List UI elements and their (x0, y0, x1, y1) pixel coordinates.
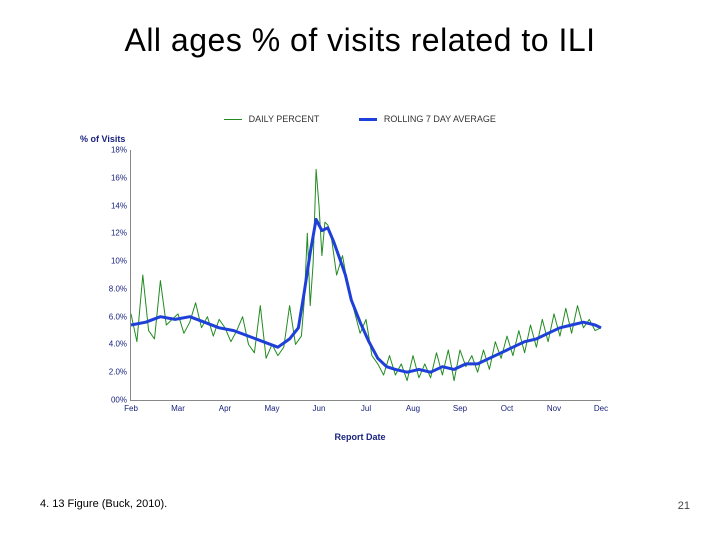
legend-label-rolling: ROLLING 7 DAY AVERAGE (384, 114, 496, 124)
line-rolling (131, 219, 601, 372)
x-tick-label: Oct (501, 400, 513, 413)
line-daily (131, 169, 601, 380)
x-axis-title: Report Date (100, 432, 620, 442)
x-tick-label: Mar (171, 400, 185, 413)
y-tick-label: 2.0% (109, 368, 131, 377)
legend-item-rolling: ROLLING 7 DAY AVERAGE (359, 114, 496, 124)
x-tick-label: Nov (547, 400, 561, 413)
legend-swatch-daily (224, 119, 242, 120)
y-axis-title: % of Visits (80, 134, 125, 144)
slide: All ages % of visits related to ILI DAIL… (0, 0, 720, 540)
y-tick-label: 16% (111, 173, 131, 182)
y-tick-label: 10% (111, 257, 131, 266)
x-tick-label: Apr (219, 400, 231, 413)
figure-caption: 4. 13 Figure (Buck, 2010). (40, 498, 167, 510)
x-tick-label: Aug (406, 400, 420, 413)
chart-legend: DAILY PERCENT ROLLING 7 DAY AVERAGE (100, 110, 620, 128)
page-number: 21 (678, 500, 690, 512)
x-tick-label: May (264, 400, 279, 413)
x-tick-label: Jun (313, 400, 326, 413)
legend-label-daily: DAILY PERCENT (249, 114, 320, 124)
y-tick-label: 8.0% (109, 284, 131, 293)
x-tick-label: Jul (361, 400, 371, 413)
legend-item-daily: DAILY PERCENT (224, 114, 319, 124)
slide-title: All ages % of visits related to ILI (0, 22, 720, 59)
legend-swatch-rolling (359, 118, 377, 121)
x-tick-label: Dec (594, 400, 608, 413)
plot-area: 00%2.0%4.0%6.0%8.0%10%12%14%16%18%FebMar… (130, 150, 601, 401)
chart-lines-svg (131, 150, 601, 400)
y-tick-label: 6.0% (109, 312, 131, 321)
x-tick-label: Feb (124, 400, 138, 413)
y-tick-label: 12% (111, 229, 131, 238)
y-tick-label: 18% (111, 146, 131, 155)
y-tick-label: 14% (111, 201, 131, 210)
x-tick-label: Sep (453, 400, 467, 413)
y-tick-label: 4.0% (109, 340, 131, 349)
ili-chart: DAILY PERCENT ROLLING 7 DAY AVERAGE % of… (100, 110, 620, 440)
